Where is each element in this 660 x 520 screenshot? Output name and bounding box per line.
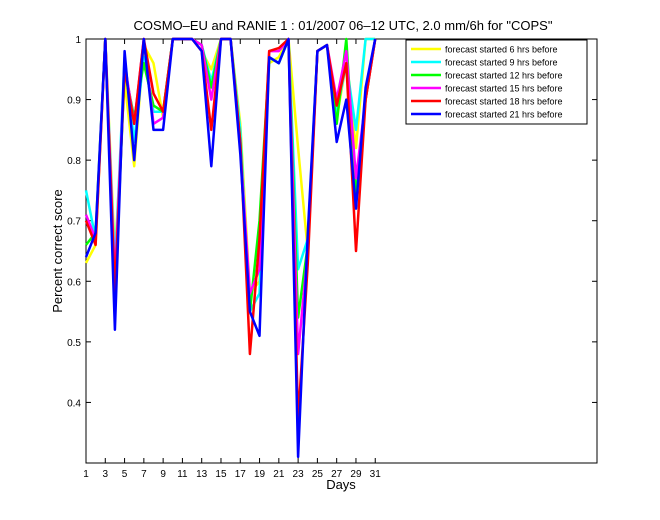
x-axis-label: Days (326, 477, 356, 492)
legend: forecast started 6 hrs before forecast st… (405, 39, 588, 125)
y-tick-label: 0.8 (67, 156, 81, 167)
x-tick-label: 23 (293, 469, 305, 480)
y-axis-label: Percent correct score (50, 189, 65, 313)
x-tick-label: 29 (350, 469, 362, 480)
y-tick-label: 0.6 (67, 277, 81, 288)
y-tick-label: 0.7 (67, 217, 81, 228)
x-tick-label: 27 (331, 469, 343, 480)
x-tick-label: 1 (83, 469, 89, 480)
y-tick-label: 0.5 (67, 338, 81, 349)
tick-marks (85, 38, 597, 463)
y-tick-label: 0.4 (67, 398, 81, 409)
y-tick-label: 1 (75, 35, 81, 46)
x-tick-label: 3 (103, 469, 109, 480)
legend-box (405, 39, 588, 125)
x-tick-labels: 1 3 5 7 9 11 13 15 17 19 21 23 25 27 29 31 (83, 469, 381, 480)
legend-entry: forecast started 12 hrs before (445, 71, 563, 81)
chart-title: COSMO–EU and RANIE 1 : 01/2007 06–12 UTC… (134, 18, 553, 33)
y-tick-label: 0.9 (67, 96, 81, 107)
x-tick-label: 31 (370, 469, 382, 480)
series-line-6 (84, 37, 377, 459)
legend-entry: forecast started 6 hrs before (445, 45, 558, 55)
y-tick-labels: 0.4 0.5 0.6 0.7 0.8 0.9 1 (67, 35, 81, 409)
x-tick-label: 21 (273, 469, 285, 480)
x-tick-label: 7 (141, 469, 147, 480)
x-tick-label: 9 (160, 469, 166, 480)
legend-entry: forecast started 18 hrs before (445, 97, 563, 107)
legend-entry: forecast started 15 hrs before (445, 84, 563, 94)
x-tick-label: 19 (254, 469, 266, 480)
legend-entry: forecast started 9 hrs before (445, 58, 558, 68)
x-tick-label: 15 (215, 469, 227, 480)
x-tick-label: 5 (122, 469, 128, 480)
x-tick-label: 25 (312, 469, 324, 480)
legend-entry: forecast started 21 hrs before (445, 110, 563, 120)
x-tick-label: 11 (177, 469, 188, 480)
x-tick-label: 13 (196, 469, 208, 480)
series-lines (84, 37, 377, 459)
x-tick-label: 17 (235, 469, 247, 480)
